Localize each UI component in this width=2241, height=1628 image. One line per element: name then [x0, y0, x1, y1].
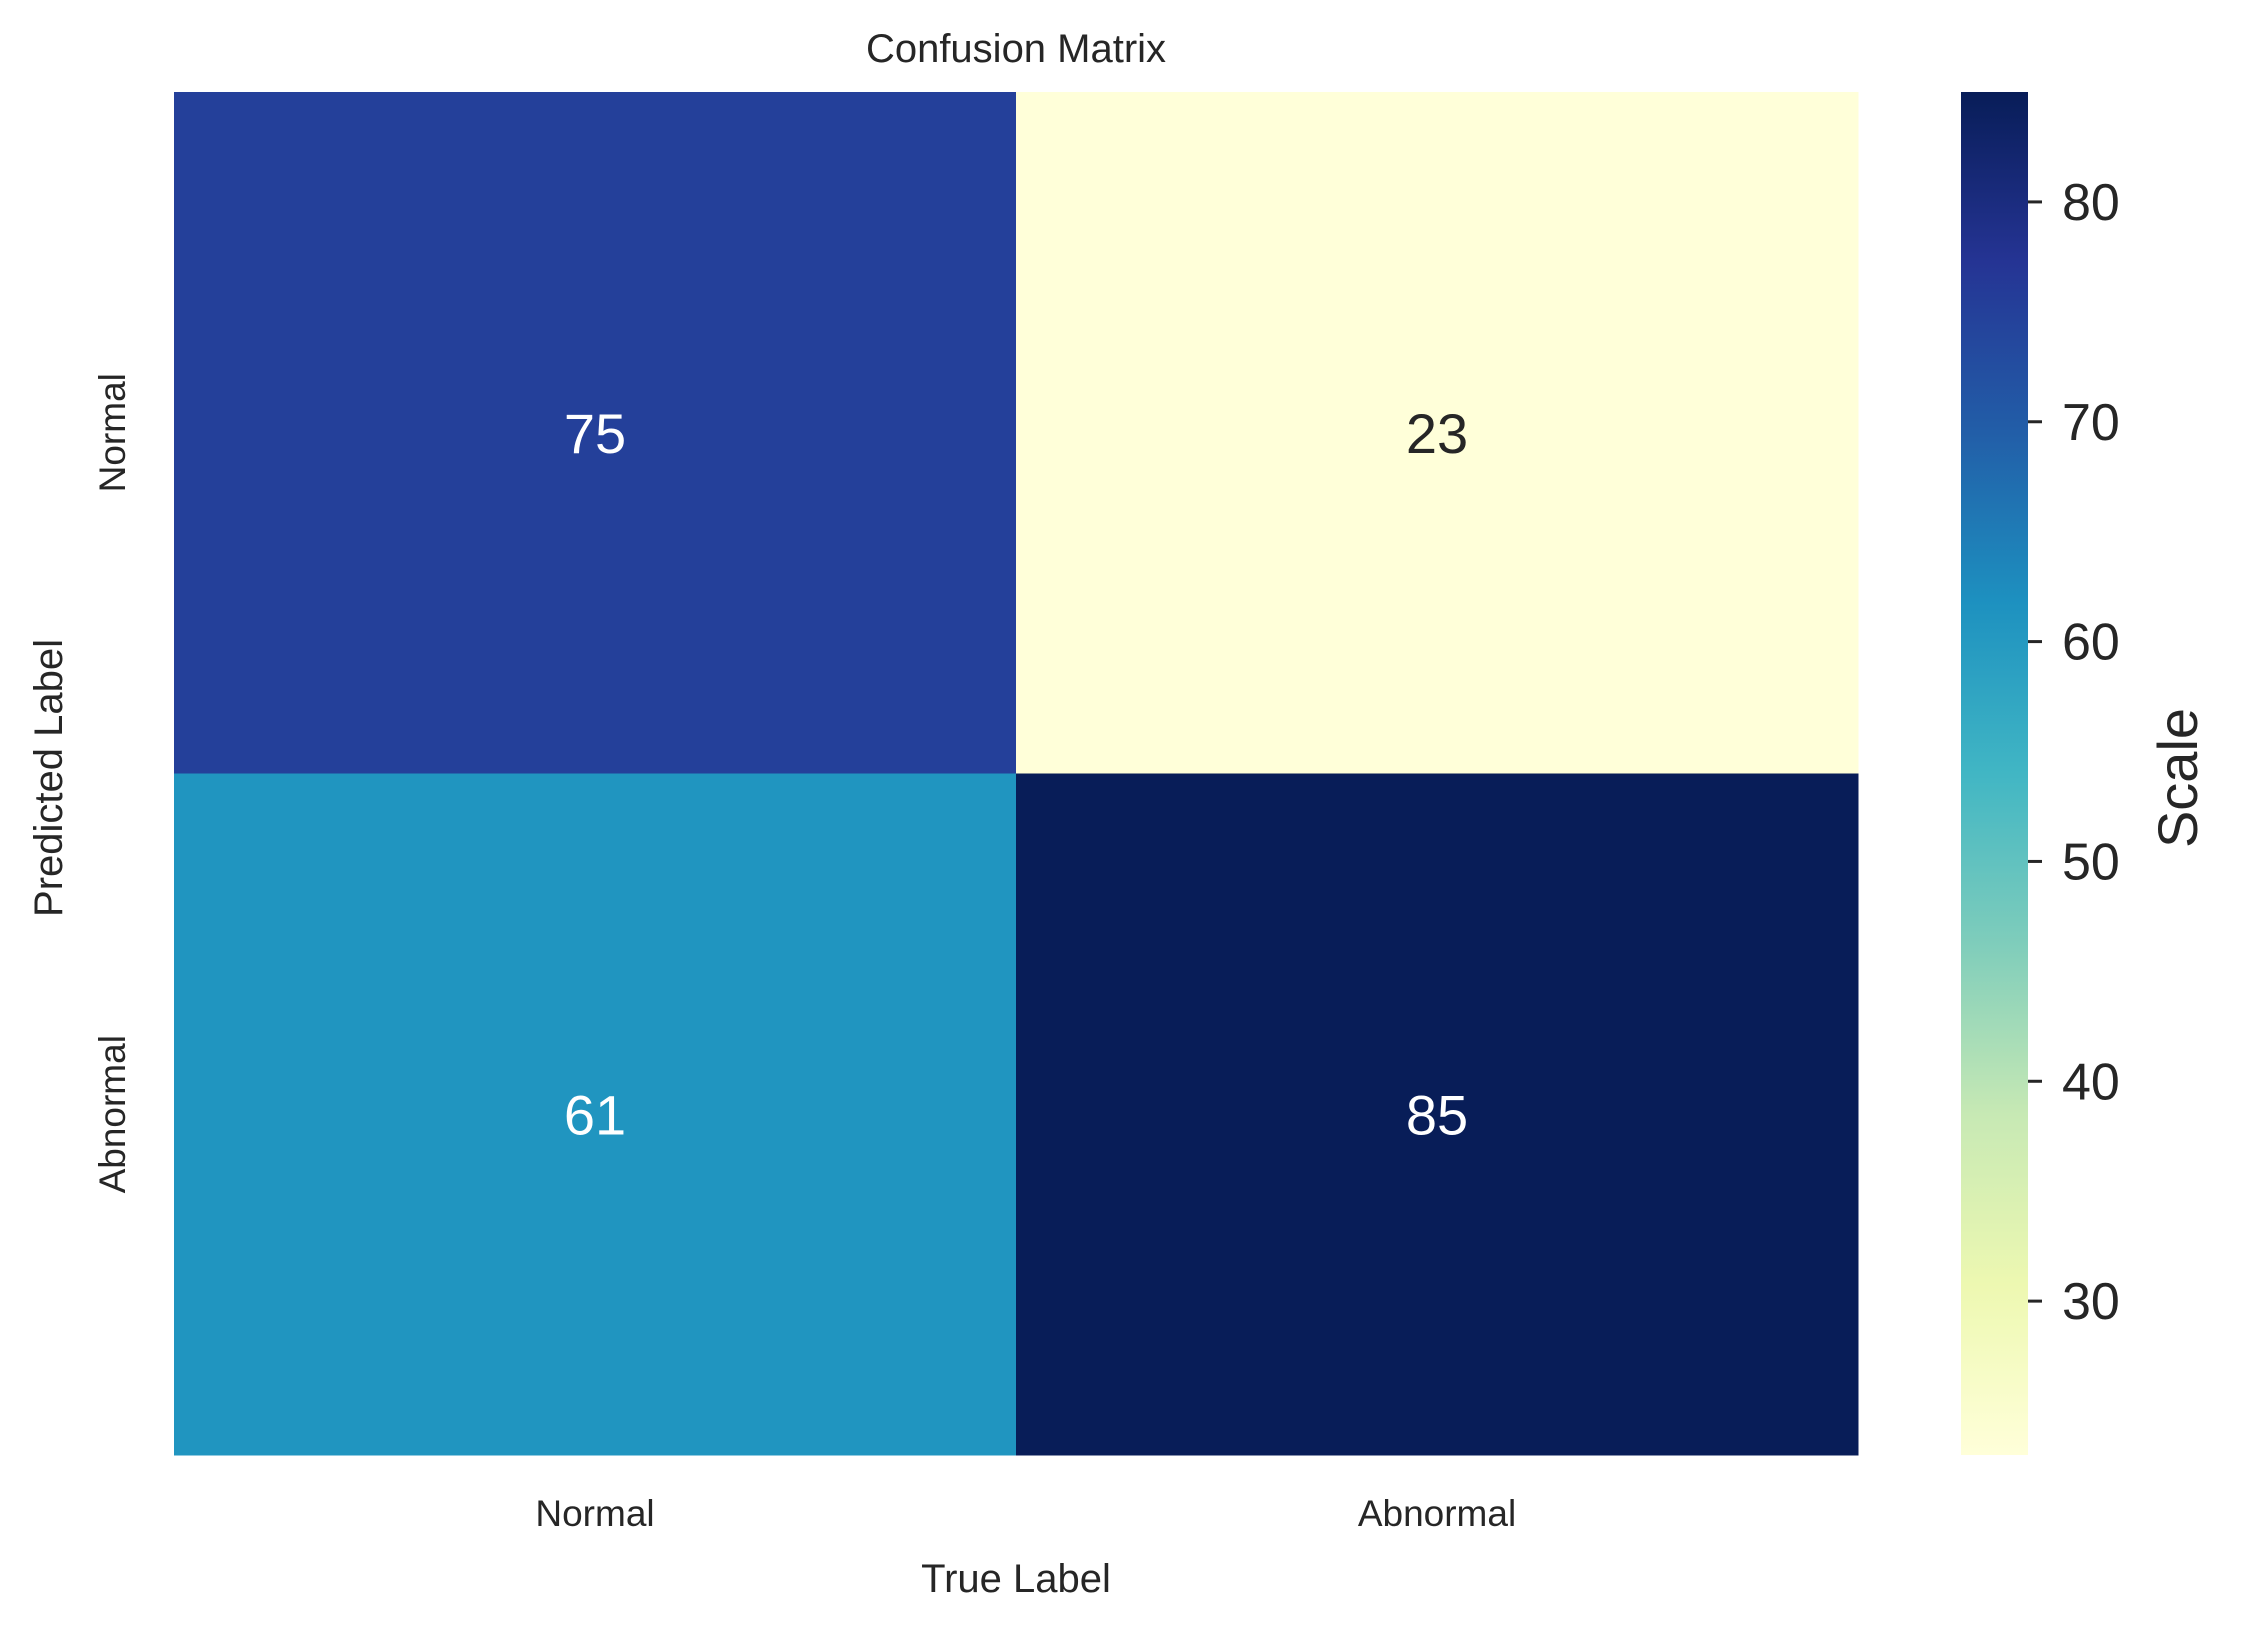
colorbar-tick-label: 30 [2062, 1273, 2120, 1331]
y-tick-label: Abnormal [92, 1035, 133, 1193]
x-tick-label: Normal [535, 1493, 654, 1534]
heatmap-cell [174, 773, 1017, 1456]
y-tick-label: Normal [92, 373, 133, 492]
cell-value-label: 75 [564, 402, 626, 465]
heatmap-cell [1016, 773, 1859, 1456]
colorbar [1961, 92, 2028, 1455]
cell-value-label: 85 [1406, 1083, 1468, 1146]
cell-value-label: 61 [564, 1083, 626, 1146]
heatmap-cell [174, 92, 1017, 774]
colorbar-label: Scale [2146, 708, 2209, 848]
x-tick-labels: Normal Abnormal [535, 1493, 1516, 1534]
x-tick-label: Abnormal [1358, 1493, 1516, 1534]
x-axis-label: True Label [921, 1557, 1111, 1601]
colorbar-tick-label: 80 [2062, 174, 2120, 232]
y-axis-label: Predicted Label [27, 639, 71, 917]
heatmap-cells: 75 23 61 85 [174, 92, 1859, 1456]
colorbar-tick-label: 40 [2062, 1053, 2120, 1111]
heatmap-cell [1016, 92, 1859, 774]
chart-title: Confusion Matrix [866, 27, 1166, 71]
colorbar-tick-label: 60 [2062, 614, 2120, 672]
colorbar-tick-label: 70 [2062, 394, 2120, 452]
colorbar-ticks: 30 40 50 60 70 80 [2028, 174, 2120, 1331]
colorbar-tick-label: 50 [2062, 833, 2120, 891]
cell-value-label: 23 [1406, 402, 1468, 465]
y-tick-labels: Normal Abnormal [92, 373, 133, 1193]
